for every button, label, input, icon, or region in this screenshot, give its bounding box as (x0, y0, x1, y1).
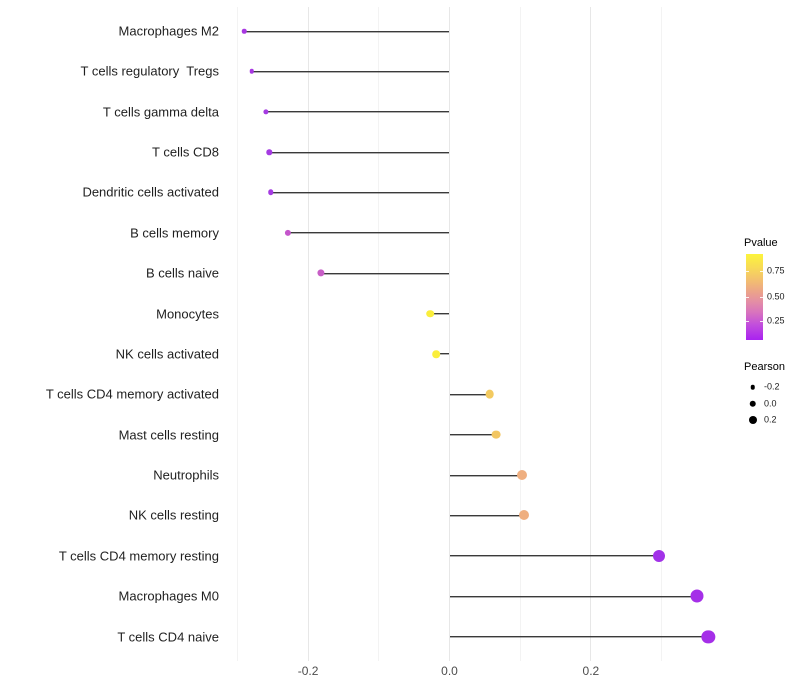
lollipop-segment (269, 151, 450, 153)
pvalue-tick-mark (760, 297, 763, 298)
data-point (284, 229, 291, 236)
category-label: T cells regulatory Tregs (80, 63, 219, 79)
data-point (517, 470, 528, 481)
category-label: Dendritic cells activated (82, 184, 219, 200)
lollipop-segment (436, 353, 450, 355)
pvalue-tick-mark (746, 320, 749, 322)
pvalue-legend-title: Pvalue (744, 237, 778, 249)
lollipop-segment (449, 514, 524, 516)
data-point (652, 549, 665, 562)
category-label: B cells memory (130, 225, 219, 241)
data-point (266, 149, 272, 155)
x-tick-label: -0.2 (297, 664, 319, 678)
pvalue-tick-mark (760, 320, 763, 322)
lollipop-segment (449, 555, 659, 557)
pearson-size-label: 0.2 (764, 414, 777, 424)
lollipop-segment (287, 232, 450, 234)
data-point (485, 389, 495, 399)
pvalue-tick-label: 0.50 (767, 291, 785, 302)
pearson-size-dot (750, 384, 755, 390)
pvalue-colorbar (746, 254, 763, 340)
data-point (317, 269, 325, 277)
pearson-size-label: -0.2 (764, 381, 780, 392)
x-tick-label: 0.2 (582, 664, 600, 678)
lollipop-segment (449, 393, 490, 395)
pvalue-tick-label: 0.75 (767, 265, 785, 276)
category-label: Mast cells resting (118, 427, 219, 443)
category-label: T cells CD8 (152, 144, 219, 160)
data-point (267, 189, 274, 196)
gridline-minor (236, 7, 238, 661)
pvalue-tick-mark (746, 271, 749, 272)
pearson-size-dot (749, 400, 756, 407)
pearson-size-dot (748, 415, 757, 424)
lollipop-segment (265, 111, 450, 113)
category-label: T cells CD4 naive (117, 629, 219, 645)
data-point (249, 69, 254, 74)
pearson-legend-title: Pearson (744, 361, 785, 373)
category-label: B cells naive (146, 265, 219, 281)
lollipop-segment (449, 434, 497, 436)
data-point (701, 629, 715, 644)
data-point (242, 28, 247, 34)
data-point (690, 589, 704, 603)
category-label: Macrophages M2 (118, 23, 219, 39)
data-point (426, 309, 435, 318)
x-tick-label: 0.0 (441, 664, 458, 678)
lollipop-segment (449, 636, 709, 638)
lollipop-segment (430, 313, 450, 315)
lollipop-segment (251, 70, 450, 72)
lollipop-segment (244, 30, 450, 32)
gridline-minor (519, 7, 521, 661)
category-label: Monocytes (156, 306, 219, 322)
pearson-size-label: 0.0 (764, 398, 777, 408)
category-label: Macrophages M0 (118, 588, 219, 604)
lollipop-segment (449, 595, 697, 597)
gridline-major (449, 7, 450, 661)
category-label: T cells CD4 memory resting (58, 548, 219, 564)
category-label: Neutrophils (153, 467, 219, 483)
lollipop-segment (449, 474, 523, 476)
pvalue-tick-mark (760, 271, 763, 272)
gridline-minor (378, 7, 380, 661)
data-point (491, 430, 501, 440)
category-label: NK cells activated (115, 346, 219, 362)
lollipop-segment (270, 191, 450, 193)
pvalue-tick-label: 0.25 (767, 315, 785, 325)
lollipop-segment (320, 272, 450, 274)
gridline-minor (661, 7, 663, 661)
category-label: T cells CD4 memory activated (45, 386, 219, 402)
data-point (263, 109, 269, 115)
data-point (432, 350, 440, 358)
category-label: T cells gamma delta (102, 104, 219, 120)
data-point (518, 510, 529, 521)
gridline-major (590, 7, 592, 661)
gridline-major (307, 7, 309, 661)
category-label: NK cells resting (128, 507, 219, 523)
pvalue-tick-mark (746, 297, 749, 298)
